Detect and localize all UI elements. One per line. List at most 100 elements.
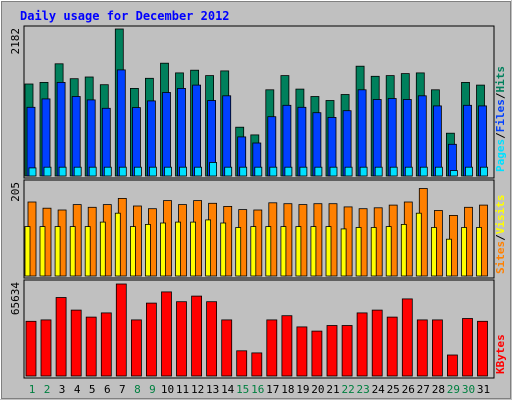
- bar-visits-day-11: [175, 221, 181, 277]
- day-label-9: 9: [149, 383, 156, 396]
- bar-visits-day-1: [24, 226, 31, 277]
- bar-kbytes-day-1: [25, 320, 37, 377]
- bar-kbytes-day-26: [401, 298, 413, 377]
- y-max-label-sites: 205: [9, 182, 22, 202]
- bar-visits-day-17: [265, 226, 272, 277]
- bar-visits-day-4: [69, 226, 76, 277]
- bar-files-day-10: [162, 92, 171, 177]
- bar-files-day-5: [86, 99, 96, 177]
- day-label-13: 13: [206, 383, 219, 396]
- bar-visits-day-7: [114, 212, 121, 277]
- bar-kbytes-day-3: [55, 297, 67, 377]
- bar-visits-day-31: [476, 227, 482, 277]
- bar-kbytes-day-21: [326, 325, 338, 377]
- day-label-16: 16: [251, 383, 264, 396]
- bar-pages-day-4: [73, 166, 82, 177]
- bar-visits-day-9: [144, 223, 151, 277]
- bar-pages-day-29: [449, 170, 458, 177]
- day-label-19: 19: [296, 383, 309, 396]
- bar-files-day-23: [357, 89, 367, 177]
- bar-files-day-19: [297, 106, 307, 177]
- bar-kbytes-day-9: [145, 302, 157, 377]
- bar-kbytes-day-10: [161, 291, 172, 377]
- day-label-31: 31: [477, 383, 490, 396]
- bar-kbytes-day-15: [236, 350, 248, 377]
- bar-pages-day-31: [480, 166, 488, 177]
- bar-visits-day-23: [355, 227, 362, 277]
- bar-files-day-1: [26, 106, 36, 177]
- bar-pages-day-27: [419, 166, 428, 177]
- legend-middle: Sites/Visits: [494, 195, 507, 275]
- bar-pages-day-30: [465, 166, 473, 177]
- bar-pages-day-14: [224, 166, 233, 177]
- legend-bottom: KBytes: [494, 334, 507, 374]
- day-label-5: 5: [89, 383, 96, 396]
- bar-files-day-24: [372, 99, 382, 177]
- day-label-24: 24: [372, 383, 386, 396]
- bar-kbytes-day-20: [311, 330, 323, 377]
- bar-kbytes-day-12: [191, 295, 203, 377]
- day-label-18: 18: [281, 383, 294, 396]
- day-label-7: 7: [119, 383, 126, 396]
- bar-visits-day-29: [445, 238, 452, 277]
- bar-pages-day-1: [28, 167, 37, 177]
- bar-visits-day-2: [39, 226, 46, 277]
- bar-visits-day-5: [84, 226, 91, 277]
- bar-kbytes-day-31: [477, 320, 488, 377]
- bar-pages-day-26: [404, 166, 413, 177]
- bar-files-day-8: [131, 107, 141, 177]
- bar-files-day-2: [41, 98, 51, 177]
- bar-pages-day-15: [239, 166, 248, 177]
- y-max-label-kbytes: 65634: [9, 282, 22, 315]
- bar-visits-day-18: [280, 226, 287, 277]
- bar-files-day-14: [222, 95, 232, 177]
- day-label-8: 8: [134, 383, 141, 396]
- day-label-23: 23: [356, 383, 369, 396]
- bar-kbytes-day-16: [251, 352, 263, 377]
- day-label-2: 2: [44, 383, 51, 396]
- bar-visits-day-22: [340, 228, 347, 277]
- bar-kbytes-day-27: [416, 319, 428, 377]
- bar-kbytes-day-6: [100, 312, 112, 377]
- day-label-28: 28: [432, 383, 445, 396]
- bar-files-day-26: [402, 99, 412, 177]
- legend-pages: Pages: [494, 139, 507, 172]
- bar-pages-day-11: [179, 166, 187, 177]
- bar-pages-day-24: [374, 166, 383, 177]
- bar-visits-day-30: [461, 227, 467, 277]
- legend-sep-3: /: [494, 234, 507, 241]
- bar-files-day-4: [71, 96, 81, 177]
- bar-pages-day-17: [269, 166, 278, 177]
- day-label-6: 6: [104, 383, 111, 396]
- bar-kbytes-day-24: [371, 309, 383, 377]
- legend-sep-1: /: [494, 132, 507, 139]
- bar-pages-day-5: [88, 166, 97, 177]
- bar-kbytes-day-25: [386, 316, 398, 377]
- chart-title: Daily usage for December 2012: [20, 9, 230, 23]
- bar-files-day-30: [463, 104, 472, 177]
- bar-kbytes-day-5: [85, 316, 97, 377]
- bar-visits-day-25: [385, 226, 392, 277]
- day-label-15: 15: [236, 383, 249, 396]
- day-label-12: 12: [191, 383, 204, 396]
- bar-files-day-28: [432, 105, 442, 177]
- day-label-3: 3: [59, 383, 66, 396]
- bar-files-day-31: [478, 105, 487, 177]
- bar-kbytes-day-2: [40, 319, 52, 377]
- bar-pages-day-19: [299, 166, 308, 177]
- bar-kbytes-day-23: [356, 312, 368, 377]
- day-label-25: 25: [387, 383, 400, 396]
- bar-pages-day-3: [58, 166, 67, 177]
- bar-pages-day-20: [314, 166, 323, 177]
- bar-pages-day-25: [389, 166, 398, 177]
- bar-visits-day-21: [325, 226, 332, 277]
- legend-sites: Sites: [494, 241, 507, 274]
- day-label-17: 17: [266, 383, 279, 396]
- bar-visits-day-16: [250, 226, 257, 277]
- bar-pages-day-12: [194, 166, 203, 177]
- bar-kbytes-day-18: [281, 315, 293, 377]
- bar-kbytes-day-4: [70, 309, 82, 377]
- bar-visits-day-14: [220, 222, 227, 277]
- bar-pages-day-28: [434, 166, 443, 177]
